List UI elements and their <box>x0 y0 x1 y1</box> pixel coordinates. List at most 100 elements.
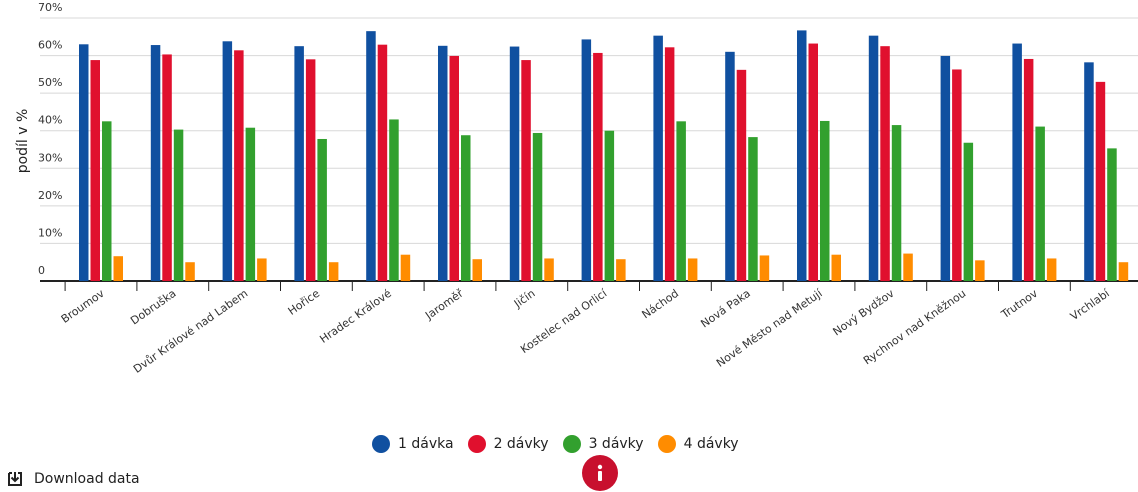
bar-dobruska-4-davky <box>185 262 195 281</box>
x-tick-label-novy-bydzov: Nový Bydžov <box>830 287 896 339</box>
download-data-label: Download data <box>34 471 140 487</box>
legend-item-3-davky[interactable]: 3 dávky <box>562 435 644 453</box>
bar-dvur-kralove-nad-labem-3-davky <box>245 127 256 281</box>
legend-label-3-davky: 3 dávky <box>588 436 644 452</box>
bar-jicin-3-davky <box>532 132 543 281</box>
info-button[interactable] <box>582 455 618 491</box>
chart: 0 10% 20% 30% 40% 50% 60% 70% podíl v % Broumov Do… <box>15 1 1138 376</box>
x-tick-label-hradec-kralove: Hradec Králové <box>317 287 394 346</box>
bar-dvur-kralove-nad-labem-2-davky <box>234 50 244 281</box>
bar-vrchlabi-4-davky <box>1118 262 1129 281</box>
bar-kostelec-nad-orlici-3-davky <box>604 130 615 281</box>
bar-kostelec-nad-orlici-1-davka <box>581 39 592 282</box>
bar-broumov-3-davky <box>102 121 112 281</box>
bar-nova-paka-3-davky <box>748 137 758 281</box>
bar-jaromer-3-davky <box>461 135 471 281</box>
x-tick-label-nachod: Náchod <box>640 287 682 322</box>
x-tick-label-broumov: Broumov <box>59 287 107 326</box>
bar-vrchlabi-2-davky <box>1095 81 1106 281</box>
y-axis-label: podíl v % <box>15 109 31 174</box>
bar-nachod-4-davky <box>687 258 698 281</box>
bar-dvur-kralove-nad-labem-1-davka <box>222 41 233 282</box>
y-tick-label: 10% <box>38 226 62 239</box>
bar-hradec-kralove-4-davky <box>400 254 411 281</box>
bar-nove-mesto-nad-metuji-4-davky <box>831 254 841 281</box>
bar-novy-bydzov-3-davky <box>891 125 902 281</box>
bar-trutnov-4-davky <box>1046 258 1057 281</box>
bar-trutnov-1-davka <box>1012 43 1022 282</box>
legend-item-4-davky[interactable]: 4 dávky <box>657 435 739 453</box>
bar-nachod-1-davka <box>653 35 663 282</box>
legend-label-2-davky: 2 dávky <box>493 436 549 452</box>
bar-kostelec-nad-orlici-4-davky <box>616 259 626 281</box>
bar-nova-paka-2-davky <box>736 69 747 281</box>
legend-label-4-davky: 4 dávky <box>683 436 739 452</box>
bar-novy-bydzov-2-davky <box>880 46 890 281</box>
bar-hradec-kralove-3-davky <box>389 119 399 281</box>
bar-hradec-kralove-2-davky <box>377 44 388 281</box>
bar-trutnov-3-davky <box>1035 126 1045 282</box>
bar-nova-paka-4-davky <box>759 255 770 281</box>
bar-jicin-2-davky <box>521 60 531 281</box>
x-tick-label-horice: Hořice <box>286 287 323 318</box>
bar-nachod-3-davky <box>676 121 686 281</box>
bar-broumov-4-davky <box>113 256 123 281</box>
download-data-button[interactable]: Download data <box>6 470 140 488</box>
bar-broumov-1-davka <box>79 44 89 281</box>
y-tick-label: 70% <box>38 1 62 14</box>
bar-rychnov-nad-kneznou-2-davky <box>952 69 962 281</box>
bar-trutnov-2-davky <box>1023 58 1034 282</box>
legend-marker-2-davky <box>467 435 486 453</box>
bar-jaromer-1-davka <box>438 45 448 281</box>
bar-nove-mesto-nad-metuji-1-davka <box>797 30 807 281</box>
legend-label-1-davka: 1 dávka <box>398 436 454 452</box>
x-tick-label-jicin: Jičín <box>511 287 538 311</box>
bar-dobruska-3-davky <box>173 129 184 281</box>
legend-item-2-davky[interactable]: 2 dávky <box>467 435 549 453</box>
x-tick-label-trutnov: Trutnov <box>998 287 1040 322</box>
bar-dobruska-1-davka <box>150 45 161 282</box>
bar-rychnov-nad-kneznou-4-davky <box>975 260 985 281</box>
x-tick-label-dvur-kralove-nad-labem: Dvůr Králové nad Labem <box>131 287 250 376</box>
bar-vrchlabi-1-davka <box>1084 62 1094 281</box>
legend-marker-3-davky <box>562 435 581 453</box>
y-tick-label: 30% <box>38 151 62 164</box>
x-tick-label-nova-paka: Nová Paka <box>698 287 753 331</box>
bar-horice-3-davky <box>317 138 327 281</box>
bar-jicin-1-davka <box>509 46 520 281</box>
legend: 1 dávka 2 dávky 3 dávky 4 dávky <box>372 435 739 453</box>
bar-hradec-kralove-1-davka <box>366 31 376 282</box>
bar-dobruska-2-davky <box>162 54 172 281</box>
y-tick-label: 60% <box>38 39 62 52</box>
bar-novy-bydzov-4-davky <box>903 253 913 281</box>
bar-nova-paka-1-davka <box>725 51 735 281</box>
legend-item-1-davka[interactable]: 1 dávka <box>372 435 454 453</box>
y-tick-label: 40% <box>38 114 62 127</box>
download-icon <box>8 472 22 486</box>
bar-jaromer-4-davky <box>472 259 482 281</box>
x-tick-label-vrchlabi: Vrchlabí <box>1068 286 1113 323</box>
legend-marker-4-davky <box>657 435 676 453</box>
bar-novy-bydzov-1-davka <box>868 35 879 282</box>
bar-nove-mesto-nad-metuji-2-davky <box>808 43 818 282</box>
bar-horice-2-davky <box>305 59 316 282</box>
bar-jaromer-2-davky <box>449 55 459 281</box>
bar-nachod-2-davky <box>664 47 675 282</box>
bar-rychnov-nad-kneznou-1-davka <box>940 55 951 281</box>
bar-rychnov-nad-kneznou-3-davky <box>963 142 974 281</box>
x-tick-label-jaromer: Jaroměř <box>422 287 466 323</box>
bar-vrchlabi-3-davky <box>1107 148 1117 281</box>
info-icon <box>597 464 603 481</box>
bar-dvur-kralove-nad-labem-4-davky <box>257 258 267 281</box>
legend-marker-1-davka <box>372 435 390 453</box>
y-tick-label: 0 <box>38 264 45 277</box>
bar-horice-4-davky <box>328 262 339 281</box>
bar-broumov-2-davky <box>90 60 100 281</box>
bar-horice-1-davka <box>294 46 304 281</box>
bar-kostelec-nad-orlici-2-davky <box>593 52 603 281</box>
y-tick-label: 50% <box>38 76 62 89</box>
y-tick-label: 20% <box>38 189 62 202</box>
bar-jicin-4-davky <box>544 258 554 281</box>
bar-nove-mesto-nad-metuji-3-davky <box>820 120 830 282</box>
x-tick-label-dobruska: Dobruška <box>128 287 178 328</box>
